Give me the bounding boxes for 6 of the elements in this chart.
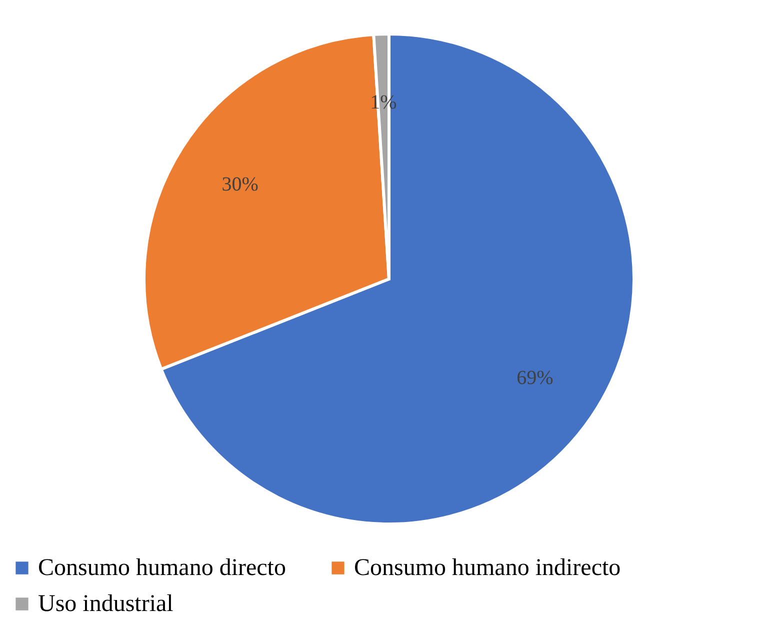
legend-label: Uso industrial [38,591,174,617]
legend-label: Consumo humano indirecto [354,555,621,581]
legend-label: Consumo humano directo [38,555,286,581]
data-label: 69% [516,367,554,390]
data-label: 30% [222,173,258,196]
data-label: 1% [370,92,397,114]
